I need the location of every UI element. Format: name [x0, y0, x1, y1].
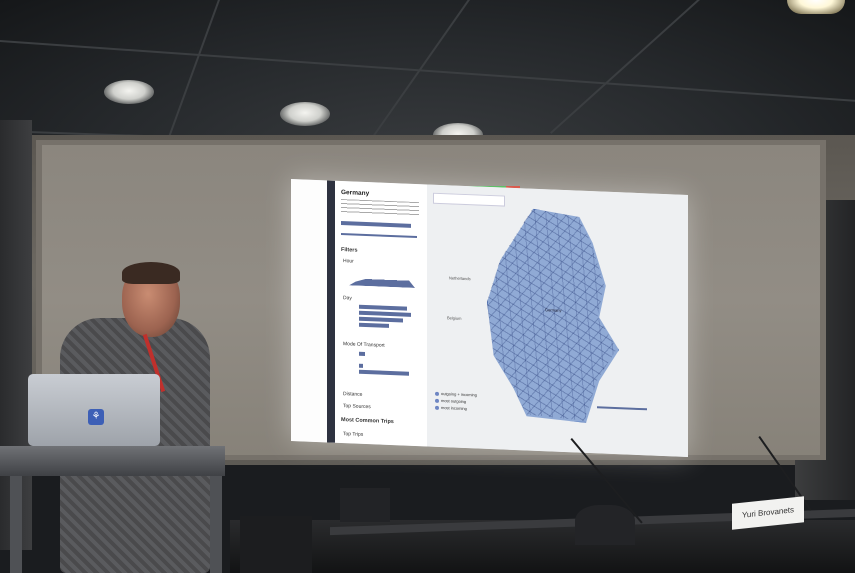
legend-label: most incoming [441, 405, 467, 412]
lectern-leg [210, 476, 222, 573]
mode-bar [359, 369, 409, 376]
filters-heading: Filters [341, 247, 358, 254]
hour-section-label: Hour [343, 258, 354, 265]
slide-filter-panel: Germany Filters Hour Day Mode Of Transpo… [335, 180, 427, 447]
map-scale-bar [597, 406, 647, 411]
day-bar [359, 304, 407, 311]
desk-monitor [240, 516, 312, 573]
day-bar [359, 322, 389, 328]
slide-map: Germany Netherlands Belgium outgoing + i… [427, 184, 688, 457]
panel-toggle [341, 221, 411, 228]
top-sources-label: Top Sources [343, 403, 371, 411]
presenter-hair [122, 262, 180, 284]
map-city-label: Belgium [447, 315, 462, 321]
slide-sidebar [327, 180, 335, 443]
ceiling-light [280, 102, 330, 126]
day-bar [359, 316, 403, 323]
panel-title: Germany [341, 189, 370, 198]
mode-section-label: Mode Of Transport [343, 341, 385, 349]
map-legend: outgoing + incoming most outgoing most i… [435, 390, 495, 420]
mode-bar [359, 363, 363, 368]
route-network [487, 207, 617, 422]
day-section-label: Day [343, 295, 352, 302]
common-trips-heading: Most Common Trips [341, 417, 394, 426]
panel-description [341, 199, 419, 217]
legend-label: outgoing + incoming [441, 391, 477, 398]
legend-dot [435, 391, 439, 396]
distance-section-label: Distance [343, 391, 363, 398]
projected-slide: Germany Filters Hour Day Mode Of Transpo… [291, 179, 688, 457]
top-trips-label: Top Trips [343, 431, 364, 438]
panel-desk [230, 520, 855, 573]
legend-dot [435, 405, 439, 410]
laptop-sticker-icon: ⚘ [88, 409, 104, 425]
ceiling-spotlight [787, 0, 845, 14]
legend-dot [435, 398, 439, 403]
lectern [0, 446, 225, 476]
slide-margin [291, 179, 328, 443]
ceiling-light [104, 80, 154, 104]
panel-slider [341, 233, 417, 239]
desk-monitor [340, 488, 390, 522]
legend-label: most outgoing [441, 398, 467, 405]
map-country-label: Germany [545, 307, 562, 313]
mode-bar [359, 351, 365, 356]
chair [575, 505, 635, 545]
map-city-label: Netherlands [449, 275, 471, 282]
day-bar [359, 310, 411, 317]
map-search-box [433, 192, 505, 207]
lectern-leg [10, 476, 22, 573]
hour-histogram [349, 265, 415, 288]
